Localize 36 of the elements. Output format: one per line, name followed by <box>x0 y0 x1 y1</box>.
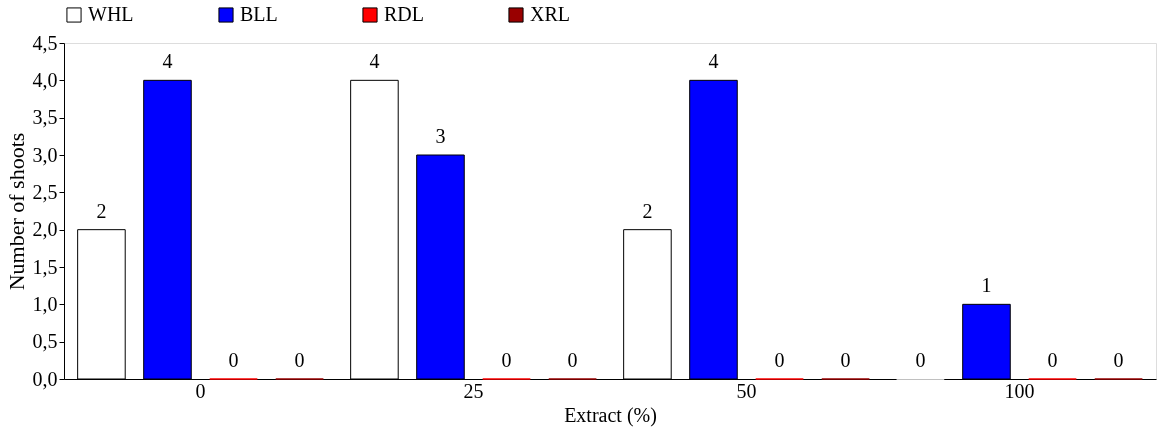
y-tick-label: 0,0 <box>32 367 58 390</box>
data-label: 0 <box>567 349 578 371</box>
x-axis-title: Extract (%) <box>564 403 657 427</box>
y-tick-label: 2,5 <box>32 180 58 203</box>
x-tick-label: 50 <box>736 379 757 402</box>
y-tick-label: 2,0 <box>32 218 58 241</box>
data-label: 1 <box>981 274 992 297</box>
data-label: 0 <box>1113 349 1124 371</box>
legend-label: RDL <box>384 3 424 25</box>
legend-label: WHL <box>88 3 134 25</box>
data-label: 0 <box>915 349 926 371</box>
data-label: 2 <box>96 199 107 222</box>
y-tick-label: 4,0 <box>32 68 58 91</box>
data-label: 0 <box>501 349 512 371</box>
y-tick-label: 1,5 <box>32 255 58 278</box>
data-label: 4 <box>708 50 719 73</box>
y-tick-label: 1,0 <box>32 292 58 315</box>
data-label: 0 <box>1047 349 1058 371</box>
data-label: 0 <box>840 349 851 371</box>
x-tick-label: 100 <box>1004 379 1035 402</box>
data-label: 4 <box>369 50 380 73</box>
data-label: 3 <box>435 125 446 147</box>
legend-label: XRL <box>530 3 570 25</box>
data-label: 2 <box>642 199 653 222</box>
y-tick-label: 0,5 <box>32 330 58 353</box>
legend-label: BLL <box>240 3 278 25</box>
y-axis-title: Number of shoots <box>3 132 29 291</box>
data-label: 0 <box>774 349 785 371</box>
x-tick-label: 0 <box>195 379 206 402</box>
x-tick-label: 25 <box>463 379 484 402</box>
data-label: 0 <box>294 349 305 371</box>
data-label: 4 <box>162 50 173 73</box>
y-tick-label: 3,0 <box>32 143 58 166</box>
y-tick-label: 4,5 <box>32 31 58 54</box>
data-label: 0 <box>228 349 239 371</box>
y-tick-label: 3,5 <box>32 106 58 129</box>
